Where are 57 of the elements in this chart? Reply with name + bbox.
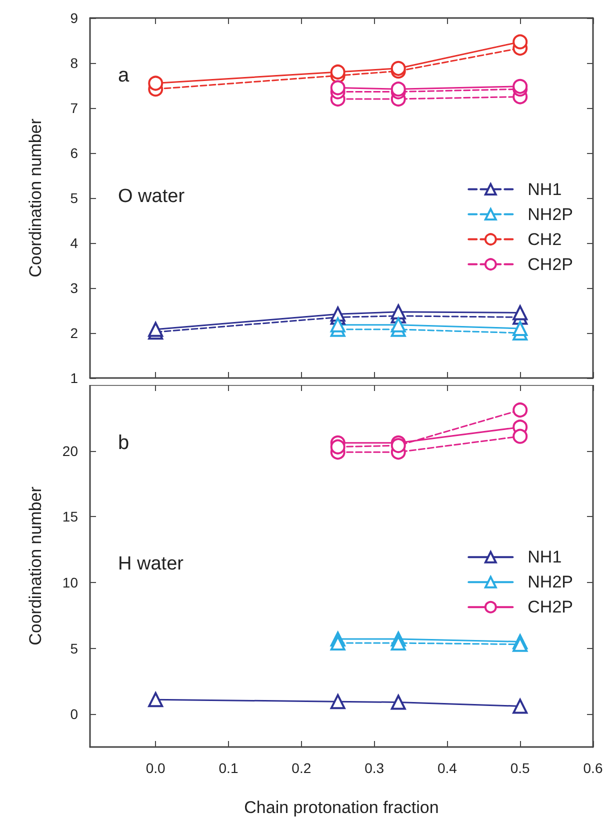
- point: [390, 317, 406, 332]
- legend-label: NH1: [528, 180, 562, 199]
- point: [148, 322, 164, 337]
- y-tick-label: 2: [70, 325, 78, 341]
- point: [390, 60, 406, 76]
- point: [330, 636, 346, 651]
- legend-label: NH2P: [528, 204, 574, 224]
- x-tick-label: 0.5: [510, 760, 530, 776]
- point: [512, 305, 528, 320]
- y-tick-label: 20: [62, 442, 78, 459]
- x-tick-label: 0.2: [292, 760, 312, 776]
- annotation: H water: [118, 554, 184, 575]
- point: [330, 80, 346, 96]
- y-tick-label: 3: [70, 280, 78, 296]
- x-tick-label: 0.3: [364, 760, 384, 776]
- point: [512, 78, 528, 94]
- point: [390, 304, 406, 320]
- x-tick-label: 0.6: [583, 760, 603, 776]
- x-tick-label: 0.1: [218, 760, 238, 776]
- point: [512, 402, 528, 418]
- y-tick-label: 4: [70, 235, 78, 251]
- x-axis-title: Chain protonation fraction: [244, 798, 439, 817]
- y-tick-label: 1: [70, 370, 78, 386]
- point: [512, 428, 528, 444]
- y-axis-title: Coordination number: [26, 118, 45, 278]
- annotation: b: [118, 432, 130, 454]
- point: [512, 321, 528, 336]
- x-tick-label: 0.0: [146, 760, 166, 776]
- annotation: O water: [118, 186, 186, 207]
- point: [148, 692, 164, 708]
- point: [390, 636, 406, 651]
- y-axis-title: Coordination number: [26, 486, 45, 646]
- y-tick-label: 9: [70, 10, 78, 26]
- x-tick-label: 0.4: [437, 760, 458, 776]
- point: [148, 76, 164, 91]
- annotation: a: [118, 64, 130, 87]
- point: [390, 438, 406, 454]
- y-tick-label: 10: [62, 574, 78, 590]
- point: [330, 317, 346, 332]
- y-tick-label: 15: [62, 508, 78, 525]
- legend-label: CH2P: [528, 254, 574, 274]
- point: [390, 694, 406, 710]
- legend-label: CH2: [528, 230, 562, 249]
- point: [512, 698, 528, 714]
- y-tick-label: 0: [70, 706, 78, 722]
- y-tick-label: 5: [70, 640, 78, 656]
- legend-label: NH2P: [528, 572, 574, 592]
- y-tick-label: 6: [70, 145, 78, 161]
- legend-label: NH1: [528, 548, 562, 567]
- point: [330, 64, 346, 80]
- y-tick-label: 5: [70, 190, 78, 206]
- legend-label: CH2P: [528, 598, 574, 617]
- y-tick-label: 7: [70, 100, 78, 116]
- point: [512, 34, 528, 50]
- point: [330, 694, 346, 710]
- y-tick-label: 8: [70, 55, 78, 71]
- point: [330, 439, 346, 454]
